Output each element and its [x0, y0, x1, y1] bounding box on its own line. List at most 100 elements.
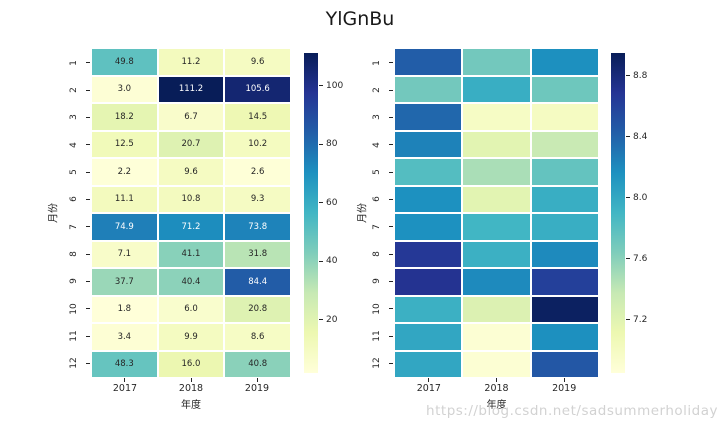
x-tick-label: 2018 — [484, 383, 509, 394]
heatmap-cell — [531, 324, 598, 350]
y-tick-mark — [86, 308, 90, 310]
colorbar-tick-mark — [319, 260, 323, 262]
heatmap-cell — [463, 49, 530, 75]
y-tick-mark — [86, 116, 90, 118]
y-tick-mark — [86, 198, 90, 200]
y-tick-mark — [389, 89, 393, 91]
heatmap-cell — [531, 159, 598, 185]
x-tick-label: 2019 — [244, 383, 270, 394]
heatmap-cell: 16.0 — [158, 351, 224, 377]
heatmap-cell — [463, 186, 530, 212]
x-axis-label: 年度 — [181, 400, 201, 411]
colorbar-tick-label: 7.2 — [633, 314, 648, 325]
y-tick-mark — [86, 171, 90, 173]
heatmap-cell: 49.8 — [92, 49, 157, 75]
y-tick-label: 5 — [372, 169, 382, 175]
colorbar-ticks: 20 40 60 80 100 — [318, 53, 354, 373]
colorbar-tick-label: 80 — [326, 139, 338, 150]
heatmap-cell — [463, 104, 530, 130]
colorbar-tick-label: 8.4 — [633, 131, 648, 142]
y-tick-mark — [389, 362, 393, 364]
colorbar-tick-label: 40 — [326, 256, 338, 267]
y-tick-mark — [389, 226, 393, 228]
colorbar-tick-mark — [319, 202, 323, 204]
heatmap-cell — [395, 104, 462, 130]
heatmap-cell: 2.6 — [225, 159, 290, 185]
y-tick-mark — [389, 144, 393, 146]
heatmap-cell: 6.0 — [158, 296, 224, 322]
heatmap-cell: 105.6 — [225, 76, 290, 102]
colorbar: 7.2 7.6 8.0 8.4 8.8 — [611, 53, 647, 373]
heatmap-cell — [395, 49, 462, 75]
heatmap-cell: 84.4 — [225, 269, 290, 295]
y-tick-mark — [389, 171, 393, 173]
colorbar-tick-label: 20 — [326, 314, 338, 325]
watermark: https://blog.csdn.net/sadsummerholiday — [426, 403, 718, 419]
x-tick-label: 2017 — [112, 383, 138, 394]
heatmap-cell: 111.2 — [158, 76, 224, 102]
heatmap-cell — [463, 159, 530, 185]
heatmap-cell: 1.8 — [92, 296, 157, 322]
heatmap-cell — [463, 351, 530, 377]
y-tick-mark — [389, 280, 393, 282]
heatmap-cell: 2.2 — [92, 159, 157, 185]
y-tick-mark — [86, 280, 90, 282]
heatmap-cell — [531, 104, 598, 130]
colorbar-tick-mark — [626, 136, 630, 138]
colorbar-gradient — [611, 53, 625, 373]
colorbar-tick-mark — [319, 319, 323, 321]
heatmap-cell — [395, 131, 462, 157]
heatmap-cell: 11.1 — [92, 186, 157, 212]
x-tick-mark — [496, 378, 497, 382]
colorbar-tick-mark — [319, 143, 323, 145]
y-tick-label: 3 — [372, 114, 382, 121]
heatmap-cell — [531, 351, 598, 377]
y-tick-label: 12 — [372, 357, 382, 370]
heatmap-cell — [531, 269, 598, 295]
heatmap-cell — [531, 214, 598, 240]
colorbar-tick-label: 8.8 — [633, 70, 648, 81]
y-tick-mark — [86, 362, 90, 364]
heatmap-cell — [395, 214, 462, 240]
heatmap-cell — [531, 241, 598, 267]
heatmap-cell: 40.4 — [158, 269, 224, 295]
heatmap-cell: 9.9 — [158, 324, 224, 350]
x-tick-mark — [124, 378, 126, 382]
heatmap-cell: 71.2 — [158, 214, 224, 240]
y-tick-mark — [389, 335, 393, 337]
x-axis-ticks: 2017 2018 2019 — [92, 377, 290, 397]
colorbar-tick-mark — [319, 85, 323, 87]
y-tick-label: 2 — [372, 87, 382, 93]
colorbar-ticks: 7.2 7.6 8.0 8.4 8.8 — [625, 53, 661, 373]
colorbar-gradient — [304, 53, 318, 373]
y-tick-mark — [86, 144, 90, 146]
heatmap-cell — [395, 241, 462, 267]
colorbar-tick-mark — [626, 319, 630, 321]
heatmap-cell: 10.8 — [158, 186, 224, 212]
x-tick-mark — [428, 378, 430, 382]
heatmap-cell: 9.6 — [158, 159, 224, 185]
x-tick-mark — [563, 378, 565, 382]
y-tick-mark — [86, 253, 90, 255]
x-tick-label: 2019 — [552, 383, 577, 394]
heatmap-cell: 31.8 — [225, 241, 290, 267]
heatmap-cell — [463, 241, 530, 267]
figure-title: YlGnBu — [325, 8, 395, 30]
y-tick-mark — [389, 116, 393, 118]
colorbar-tick-mark — [626, 258, 630, 260]
colorbar-tick-label: 8.0 — [633, 192, 648, 203]
heatmap-grid: 49.8 11.2 9.6 3.0 111.2 105.6 18.2 6.7 14.5 12.5 2… — [92, 49, 290, 377]
y-tick-label: 1 — [372, 59, 382, 66]
heatmap-cell: 6.7 — [158, 104, 224, 130]
heatmap-cell: 40.8 — [225, 351, 290, 377]
heatmap-cell — [395, 351, 462, 377]
y-tick-mark — [389, 198, 393, 200]
y-axis-label: 月份 — [357, 203, 369, 223]
y-tick-label: 4 — [372, 141, 382, 148]
heatmap-cell — [395, 324, 462, 350]
heatmap-cell — [395, 269, 462, 295]
y-tick-label: 6 — [372, 196, 382, 203]
